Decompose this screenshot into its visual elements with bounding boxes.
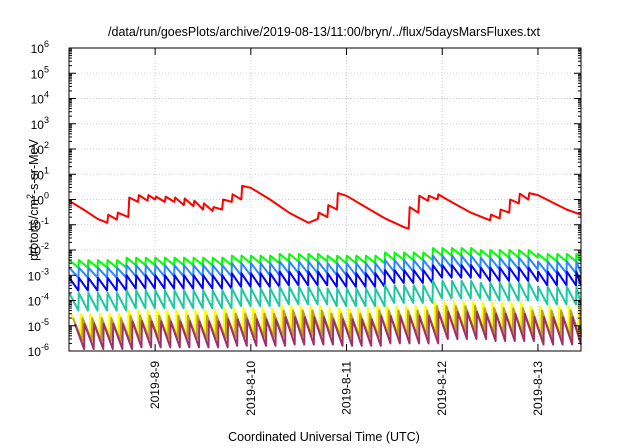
x-tick-label: 2019-8-10	[244, 361, 258, 416]
y-tick-label-base: 10	[28, 244, 42, 258]
y-tick-label-exponent: -3	[41, 266, 49, 276]
y-axis-title: protons/cm2-s-sr-MeV	[25, 138, 41, 260]
y-tick-label: 102	[31, 140, 49, 157]
y-tick-label-exponent: 6	[44, 39, 49, 49]
y-tick-label-base: 10	[31, 118, 45, 132]
y-tick-label: 10-4	[28, 292, 49, 309]
y-tick-label: 10-2	[28, 241, 49, 258]
y-tick-labels: 10-610-510-410-310-210-11001011021031041…	[28, 39, 49, 359]
tick-marks	[69, 47, 581, 352]
y-tick-label-exponent: 5	[44, 64, 49, 74]
y-tick-label: 100	[31, 191, 49, 208]
y-tick-label-exponent: -1	[41, 216, 49, 226]
y-tick-label-exponent: -6	[41, 342, 49, 352]
y-tick-label-base: 10	[31, 194, 45, 208]
y-tick-label: 104	[31, 90, 49, 107]
y-tick-label-exponent: 3	[44, 115, 49, 125]
y-tick-label: 10-5	[28, 317, 49, 334]
y-tick-label-base: 10	[31, 67, 45, 81]
y-tick-label-base: 10	[31, 93, 45, 107]
y-tick-label-base: 10	[28, 295, 42, 309]
y-tick-label-exponent: 2	[44, 140, 49, 150]
y-tick-label-exponent: 1	[44, 165, 49, 175]
y-axis-title-superscript: 2	[25, 194, 35, 199]
x-axis-title: Coordinated Universal Time (UTC)	[228, 430, 420, 444]
y-tick-label: 10-1	[28, 216, 49, 233]
series-line-6	[70, 300, 582, 337]
series-line-5	[68, 279, 582, 312]
x-tick-label: 2019-8-9	[148, 361, 162, 409]
y-tick-label: 101	[31, 165, 49, 182]
y-tick-label-base: 10	[28, 320, 42, 334]
y-tick-label-exponent: -2	[41, 241, 49, 251]
series-line-8	[73, 311, 582, 350]
series-group	[68, 184, 582, 350]
series-line-4	[68, 264, 582, 292]
series-line-1	[68, 184, 582, 230]
y-tick-label-exponent: 0	[44, 191, 49, 201]
y-tick-label-base: 10	[31, 168, 45, 182]
y-tick-label-exponent: -4	[41, 292, 49, 302]
y-tick-label: 106	[31, 39, 49, 56]
x-tick-label: 2019-8-11	[340, 361, 354, 415]
y-tick-label-base: 10	[31, 42, 45, 56]
x-tick-labels: 2019-8-9 2019-8-10 2019-8-11 2019-8-12 2019-…	[148, 361, 545, 416]
y-tick-label-base: 10	[31, 143, 45, 157]
y-tick-label: 105	[31, 64, 49, 81]
y-tick-label-exponent: -5	[41, 317, 49, 327]
chart-title: /data/run/goesPlots/archive/2019-08-13/1…	[108, 25, 540, 39]
y-tick-label-base: 10	[28, 345, 42, 359]
y-tick-label-exponent: 4	[44, 90, 49, 100]
x-tick-label: 2019-8-12	[435, 361, 449, 416]
y-tick-label: 10-3	[28, 266, 49, 283]
y-tick-label: 10-6	[28, 342, 49, 359]
y-axis-title-base: protons/cm	[27, 199, 41, 261]
series-line-2	[68, 247, 582, 269]
y-tick-label-base: 10	[28, 219, 42, 233]
y-axis-title-units: -s-sr-MeV	[27, 138, 41, 194]
y-tick-label: 103	[31, 115, 49, 132]
series-line-7	[72, 305, 582, 342]
y-tick-label-base: 10	[28, 269, 42, 283]
x-tick-label: 2019-8-13	[531, 361, 545, 416]
